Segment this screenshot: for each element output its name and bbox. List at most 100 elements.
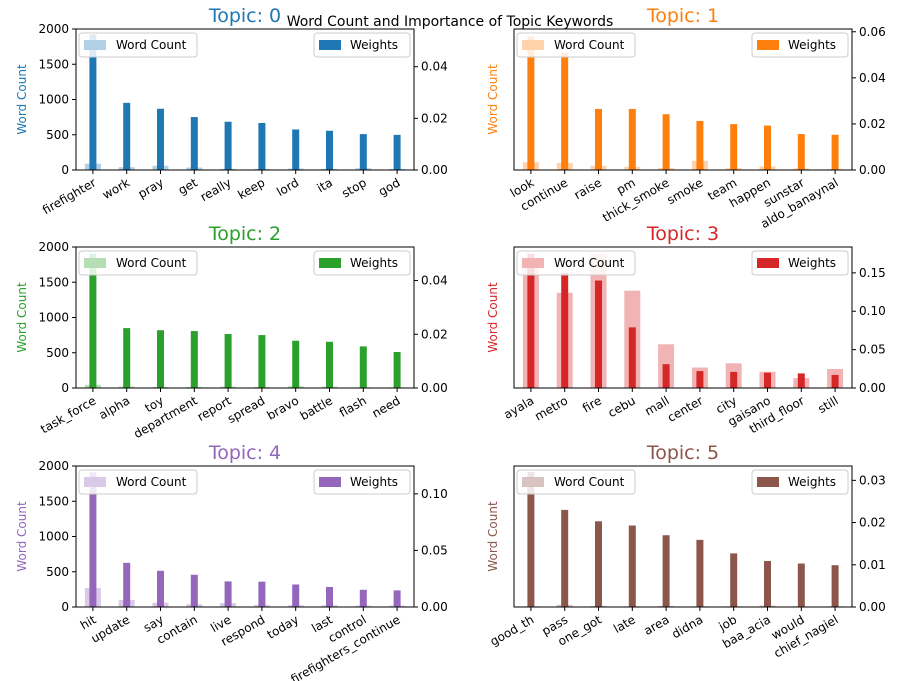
weight-bar [662,114,670,170]
legend-swatch [319,258,341,268]
legend-box [516,250,636,276]
legend-weights: Weights [751,469,849,495]
right-tick-label: 0.06 [859,25,886,39]
x-tick-label: get [176,175,200,197]
right-tick-label: 0.00 [421,381,448,395]
weight-bar [292,340,300,388]
legend-swatch [757,477,779,487]
right-tick-label: 0.02 [421,327,448,341]
left-tick-label: 0 [61,163,69,177]
legend-swatch [319,40,341,50]
weight-bar [730,553,738,607]
left-tick-label: 500 [46,565,69,579]
weight-bar [561,272,569,388]
x-tick-label: work [100,175,132,202]
legend-box [751,32,849,58]
left-tick-label: 1000 [38,530,69,544]
legend-weights: Weights [313,469,411,495]
weight-bar [831,374,839,388]
weight-bar [764,372,771,388]
legend-label: Weights [788,475,836,489]
axes-frame [513,28,853,171]
x-tick-label: task_force [38,393,98,436]
right-tick-label: 0.00 [859,163,886,177]
weight-bar [696,539,704,607]
legend-box [313,32,411,58]
weight-bar [157,570,164,607]
right-tick-label: 0.03 [859,473,886,487]
weight-bar [527,471,535,607]
x-tick-label: smoke [664,175,705,207]
left-tick-label: 2000 [38,22,69,36]
x-tick-label: stop [339,175,368,200]
weight-bar [258,581,266,607]
legend-swatch [522,477,544,487]
legend-box [313,469,411,495]
weight-bar [326,341,333,388]
legend-box [751,250,849,276]
legend-word-count: Word Count [78,250,198,276]
axes-frame [513,246,853,389]
legend-label: Word Count [554,256,625,270]
left-tick-label: 2000 [38,240,69,254]
legend-word-count: Word Count [78,32,198,58]
weight-bar [292,129,300,170]
legend-label: Weights [788,38,836,52]
topic-title: Topic: 5 [646,442,719,464]
weight-bar [359,346,367,388]
x-tick-label: pray [136,175,166,201]
y-axis-label: Word Count [15,282,29,353]
figure-suptitle: Word Count and Importance of Topic Keywo… [287,14,614,30]
topic-title: Topic: 0 [208,5,281,27]
right-tick-label: 0.04 [859,71,886,85]
right-tick-label: 0.10 [859,304,886,318]
weight-bar [157,108,164,170]
x-tick-label: center [665,393,705,424]
legend-box [751,469,849,495]
weight-bar [258,335,266,388]
y-axis-label: Word Count [486,501,500,572]
right-tick-label: 0.15 [859,266,886,280]
weight-bar [561,52,569,170]
x-tick-label: alpha [96,393,132,422]
weight-bar [696,120,704,170]
x-tick-label: thick_smoke [600,175,671,224]
weight-bar [393,352,401,388]
weight-bar [89,472,97,607]
plot-area [522,471,844,607]
weight-bar [224,334,232,388]
left-tick-label: 1500 [38,275,69,289]
weight-bar [561,509,569,607]
legend-label: Word Count [554,38,625,52]
x-tick-label: really [198,175,234,204]
left-tick-label: 1500 [38,494,69,508]
x-tick-label: ayala [501,393,536,421]
weight-bar [662,364,670,388]
weight-bar [190,574,198,607]
weight-bar [190,331,198,388]
left-tick-label: 1000 [38,311,69,325]
right-tick-label: 0.04 [421,274,448,288]
right-tick-label: 0.05 [859,343,886,357]
topic-title: Topic: 2 [208,223,281,245]
legend-word-count: Word Count [516,32,636,58]
legend-label: Weights [350,38,398,52]
x-tick-label: cebu [606,393,638,420]
legend-weights: Weights [313,250,411,276]
right-tick-label: 0.00 [421,600,448,614]
plot-area [522,36,844,170]
x-tick-label: hit [78,612,99,632]
x-tick-label: good_th [488,612,537,648]
axes-frame [513,465,853,608]
legend-box [78,32,198,58]
weight-bar [190,117,198,170]
x-tick-label: today [265,612,302,641]
x-tick-label: keep [235,175,267,202]
right-tick-label: 0.00 [859,600,886,614]
x-tick-label: battle [298,393,335,423]
legend-swatch [522,40,544,50]
weight-bar [662,535,670,607]
